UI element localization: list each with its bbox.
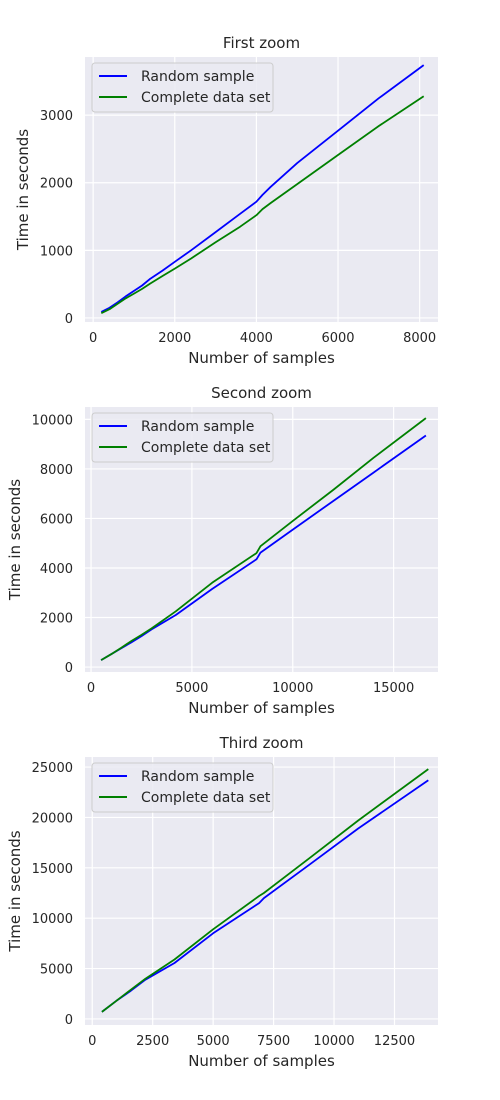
legend-label: Complete data set — [141, 440, 271, 456]
legend-label: Random sample — [141, 69, 254, 85]
y-tick-label: 5000 — [40, 963, 73, 978]
legend: Random sample Complete data set — [91, 412, 274, 463]
chart-title: Third zoom — [219, 734, 304, 752]
x-tick-label: 15000 — [373, 681, 414, 696]
x-tick-label: 4000 — [240, 331, 273, 346]
x-tick-label: 2500 — [136, 1034, 169, 1049]
y-tick-label: 10000 — [32, 912, 73, 927]
y-tick-label: 0 — [65, 312, 73, 327]
chart-title: First zoom — [223, 34, 300, 52]
chart-panel-2: 0 5000 10000 15000 0 2000 4000 6000 8000 10000 Sec… — [6, 384, 438, 717]
y-tick-label: 4000 — [40, 562, 73, 577]
series-line-complete-data-set — [100, 417, 427, 661]
y-tick-label: 1000 — [40, 244, 73, 259]
x-tick-label: 5000 — [175, 681, 208, 696]
legend-box — [91, 62, 274, 113]
series-line-complete-data-set — [100, 95, 425, 315]
x-tick-label: 0 — [89, 331, 97, 346]
y-tick-label: 8000 — [40, 463, 73, 478]
x-axis-label: Number of samples — [188, 1052, 335, 1070]
y-tick-label: 6000 — [40, 512, 73, 527]
x-tick-label: 5000 — [197, 1034, 230, 1049]
y-tick-label: 15000 — [32, 862, 73, 877]
legend: Random sample Complete data set — [91, 762, 274, 813]
y-tick-label: 3000 — [40, 109, 73, 124]
y-tick-label: 2000 — [40, 177, 73, 192]
chart-panel-1: 0 2000 4000 6000 8000 0 1000 2000 3000 First zoom… — [14, 34, 438, 367]
x-tick-label: 8000 — [403, 331, 436, 346]
y-axis-label: Time in seconds — [14, 129, 32, 251]
x-tick-label: 10000 — [272, 681, 313, 696]
legend-label: Complete data set — [141, 790, 271, 806]
x-tick-label: 0 — [88, 1034, 96, 1049]
y-tick-label: 0 — [65, 661, 73, 676]
x-tick-label: 0 — [87, 681, 95, 696]
chart-title: Second zoom — [211, 384, 312, 402]
y-axis-label: Time in seconds — [6, 479, 24, 601]
series-line-random-sample — [100, 64, 425, 313]
y-tick-label: 0 — [65, 1013, 73, 1028]
y-tick-label: 10000 — [32, 413, 73, 428]
y-tick-label: 20000 — [32, 811, 73, 826]
x-tick-label: 2000 — [158, 331, 191, 346]
x-tick-label: 7500 — [257, 1034, 290, 1049]
x-axis-label: Number of samples — [188, 699, 335, 717]
legend: Random sample Complete data set — [91, 62, 274, 113]
x-tick-label: 10000 — [313, 1034, 354, 1049]
legend-label: Random sample — [141, 769, 254, 785]
y-axis-label: Time in seconds — [6, 830, 24, 952]
y-tick-label: 25000 — [32, 761, 73, 776]
legend-label: Complete data set — [141, 90, 271, 106]
legend-box — [91, 762, 274, 813]
legend-box — [91, 412, 274, 463]
legend-label: Random sample — [141, 419, 254, 435]
series-line-complete-data-set — [101, 768, 429, 1013]
y-tick-label: 2000 — [40, 612, 73, 627]
chart-panel-3: 0 2500 5000 7500 10000 12500 0 5000 10000 15000 20… — [6, 734, 438, 1070]
x-axis-label: Number of samples — [188, 349, 335, 367]
x-tick-label: 12500 — [374, 1034, 415, 1049]
x-tick-label: 6000 — [321, 331, 354, 346]
